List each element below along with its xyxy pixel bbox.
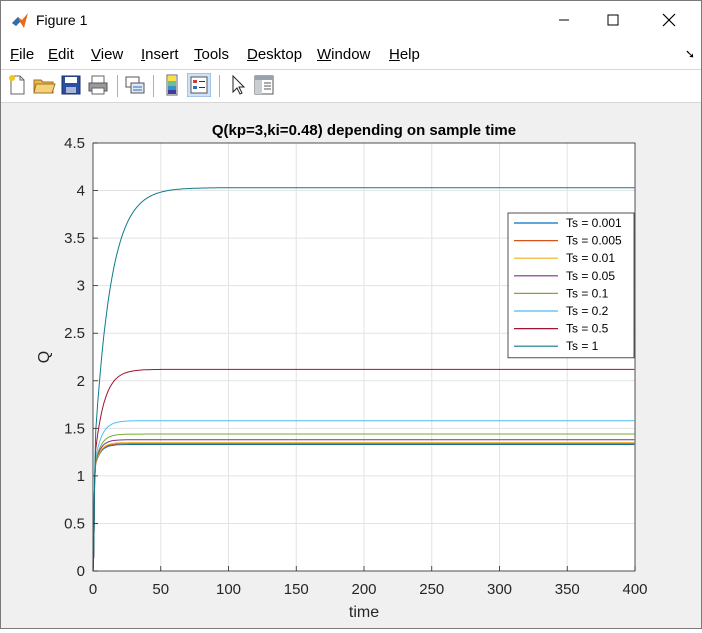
link-plot-icon[interactable] — [123, 73, 147, 97]
title-bar[interactable]: Figure 1 — [1, 1, 701, 39]
legend[interactable]: Ts = 0.001 Ts = 0.005 Ts = 0.01 Ts = 0.05 Ts… — [507, 212, 635, 359]
legend-label: Ts = 0.05 — [566, 269, 615, 283]
matlab-icon — [12, 13, 28, 28]
x-tick-label: 150 — [284, 581, 309, 598]
y-tick-label: 1.5 — [64, 420, 85, 437]
series-line — [92, 443, 635, 572]
dock-arrow-icon[interactable]: ➘ — [684, 47, 695, 61]
menu-insert[interactable]: Insert — [141, 46, 179, 63]
menu-edit[interactable]: Edit — [48, 46, 74, 63]
axis-ticks: 0 50 100 150 200 250 300 350 400 0 0.5 1 1.5 2 2.5 3 3.5… — [64, 135, 647, 598]
toolbar-separator — [117, 75, 118, 97]
y-tick-label: 2.5 — [64, 325, 85, 342]
series-line — [92, 433, 635, 572]
x-tick-label: 100 — [216, 581, 241, 598]
legend-label: Ts = 0.005 — [566, 234, 622, 248]
line-chart: 0 50 100 150 200 250 300 350 400 0 0.5 1 1.5 2 2.5 3 3.5… — [36, 122, 648, 621]
colorbar-icon[interactable] — [160, 73, 184, 97]
x-tick-label: 400 — [622, 581, 647, 598]
y-tick-label: 2 — [77, 373, 85, 390]
legend-label: Ts = 0.1 — [566, 286, 609, 300]
legend-label: Ts = 0.01 — [566, 251, 615, 265]
y-tick-label: 0 — [77, 563, 85, 580]
x-tick-label: 350 — [555, 581, 580, 598]
legend-box — [507, 212, 635, 359]
series-line — [92, 439, 635, 572]
legend-icon[interactable] — [187, 73, 211, 97]
y-tick-label: 4 — [77, 183, 85, 200]
window-title: Figure 1 — [36, 12, 88, 28]
menu-desktop[interactable]: Desktop — [247, 46, 303, 63]
new-figure-icon[interactable] — [5, 73, 29, 97]
x-tick-label: 50 — [152, 581, 169, 598]
y-tick-label: 3 — [77, 278, 85, 295]
series-group — [92, 187, 635, 572]
close-button[interactable] — [646, 1, 692, 39]
close-icon — [662, 13, 676, 27]
x-tick-label: 250 — [419, 581, 444, 598]
x-axis-label: time — [349, 604, 379, 621]
print-icon[interactable] — [86, 73, 110, 97]
x-tick-label: 0 — [89, 581, 97, 598]
toolbar-separator — [153, 75, 154, 97]
pointer-icon[interactable] — [226, 73, 250, 97]
maximize-button[interactable] — [590, 1, 636, 39]
property-inspector-icon[interactable] — [252, 73, 276, 97]
x-tick-label: 200 — [351, 581, 376, 598]
maximize-icon — [607, 14, 619, 26]
toolbar — [1, 70, 701, 103]
y-tick-label: 1 — [77, 468, 85, 485]
y-tick-label: 4.5 — [64, 135, 85, 152]
minimize-icon — [559, 19, 569, 21]
menu-view[interactable]: View — [91, 46, 124, 63]
series-line — [92, 442, 635, 572]
series-line — [92, 187, 635, 572]
save-icon[interactable] — [59, 73, 83, 97]
minimize-button[interactable] — [541, 1, 587, 39]
menu-bar: File Edit View Insert Tools Desktop Wind… — [1, 39, 701, 70]
open-file-icon[interactable] — [32, 73, 56, 97]
series-line — [92, 444, 635, 572]
legend-label: Ts = 0.001 — [566, 216, 622, 230]
series-line — [92, 368, 635, 572]
menu-help[interactable]: Help — [389, 46, 420, 63]
chart-title: Q(kp=3,ki=0.48) depending on sample time — [212, 122, 516, 139]
legend-label: Ts = 0.5 — [566, 322, 609, 336]
menu-window[interactable]: Window — [317, 46, 371, 63]
menu-file[interactable]: File — [10, 46, 35, 63]
y-tick-label: 0.5 — [64, 515, 85, 532]
series-line — [92, 420, 635, 572]
legend-label: Ts = 1 — [566, 339, 599, 353]
x-tick-label: 300 — [487, 581, 512, 598]
toolbar-separator — [219, 75, 220, 97]
y-axis-label: Q — [36, 351, 53, 363]
y-tick-label: 3.5 — [64, 230, 85, 247]
menu-tools[interactable]: Tools — [194, 46, 230, 63]
legend-label: Ts = 0.2 — [566, 304, 609, 318]
figure-canvas: 0 50 100 150 200 250 300 350 400 0 0.5 1 1.5 2 2.5 3 3.5… — [1, 103, 701, 628]
